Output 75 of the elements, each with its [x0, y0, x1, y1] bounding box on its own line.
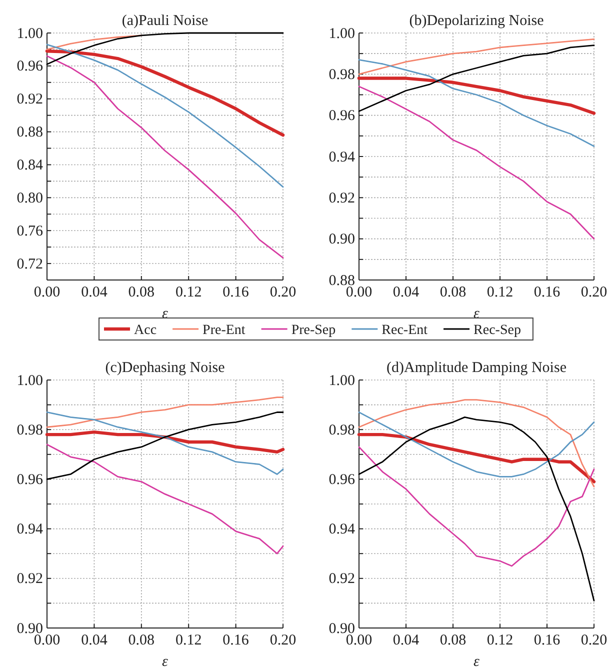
- line-series: [46, 55, 284, 258]
- x-tick-label: 0.08: [128, 284, 155, 301]
- x-tick-label: 0.12: [486, 284, 514, 301]
- line-series: [46, 396, 284, 428]
- y-tick-label: 0.92: [328, 571, 355, 588]
- y-tick-label: 0.92: [328, 190, 355, 206]
- y-tick-label: 0.96: [16, 58, 44, 75]
- line-series: [358, 416, 595, 602]
- x-tick-label: 0.00: [34, 632, 60, 649]
- x-axis-title: ε: [162, 654, 168, 669]
- y-tick-label: 0.88: [16, 124, 43, 141]
- x-tick-label: 0.04: [81, 284, 108, 301]
- x-tick-label: 0.08: [440, 632, 466, 649]
- line-series: [358, 44, 595, 112]
- line-series: [358, 59, 595, 147]
- line-series: [358, 399, 595, 488]
- x-tick-label: 0.16: [534, 632, 561, 649]
- x-tick-label: 0.12: [486, 632, 514, 649]
- y-tick-label: 0.84: [16, 158, 44, 174]
- x-tick-label: 0.16: [222, 632, 250, 649]
- x-tick-label: 0.08: [128, 632, 155, 649]
- y-tick-label: 1.00: [328, 26, 355, 42]
- x-tick-label: 0.12: [175, 632, 202, 649]
- line-series: [45, 50, 285, 137]
- x-tick-label: 0.20: [580, 284, 608, 301]
- line-series: [46, 44, 284, 188]
- legend-label: Pre-Ent: [202, 323, 246, 338]
- y-tick-label: 0.98: [16, 422, 43, 438]
- x-tick-label: 0.16: [534, 284, 561, 301]
- x-tick-label: 0.00: [34, 284, 60, 301]
- line-series: [358, 412, 595, 478]
- chart-title: (b)Depolarizing Noise: [409, 13, 544, 29]
- y-tick-label: 0.92: [16, 571, 43, 588]
- y-tick-label: 0.72: [16, 256, 43, 272]
- line-series: [357, 432, 596, 484]
- x-tick-label: 0.04: [81, 632, 108, 649]
- line-series: [46, 444, 284, 554]
- legend-label: Acc: [134, 323, 157, 338]
- x-tick-label: 0.04: [392, 284, 420, 301]
- x-tick-label: 0.12: [175, 284, 202, 301]
- line-series: [45, 430, 285, 454]
- y-tick-label: 0.96: [328, 108, 356, 124]
- x-tick-label: 0.04: [392, 632, 420, 649]
- chart-title: (c)Dephasing Noise: [105, 360, 226, 376]
- legend-label: Rec-Ent: [382, 323, 428, 338]
- y-tick-label: 0.96: [16, 472, 44, 488]
- y-tick-label: 1.00: [328, 372, 355, 389]
- x-axis-title: ε: [474, 654, 480, 669]
- y-tick-label: 0.98: [328, 66, 355, 83]
- chart-title: (d)Amplitude Damping Noise: [386, 360, 567, 376]
- chart-title: (a)Pauli Noise: [122, 13, 208, 29]
- line-series: [358, 86, 595, 240]
- x-tick-label: 0.00: [346, 632, 372, 649]
- legend-label: Pre-Sep: [291, 323, 336, 338]
- y-tick-label: 1.00: [16, 26, 43, 42]
- y-tick-label: 0.76: [16, 223, 44, 240]
- x-tick-label: 0.00: [346, 284, 372, 301]
- x-tick-label: 0.16: [222, 284, 250, 301]
- y-tick-label: 0.94: [328, 149, 356, 166]
- y-tick-label: 0.90: [328, 232, 355, 248]
- legend-label: Rec-Sep: [474, 323, 521, 338]
- x-tick-label: 0.08: [440, 284, 466, 301]
- x-tick-label: 0.20: [270, 632, 296, 649]
- y-tick-label: 0.96: [328, 472, 356, 488]
- y-tick-label: 0.92: [16, 92, 43, 108]
- x-tick-label: 0.20: [580, 632, 608, 649]
- y-tick-label: 0.98: [328, 422, 355, 438]
- line-series: [358, 446, 595, 567]
- line-series: [357, 76, 596, 115]
- y-tick-label: 1.00: [16, 372, 43, 389]
- y-tick-label: 0.94: [328, 522, 356, 538]
- y-tick-label: 0.80: [16, 190, 43, 206]
- y-tick-label: 0.94: [16, 522, 44, 538]
- x-tick-label: 0.20: [270, 284, 296, 301]
- line-series: [358, 38, 595, 75]
